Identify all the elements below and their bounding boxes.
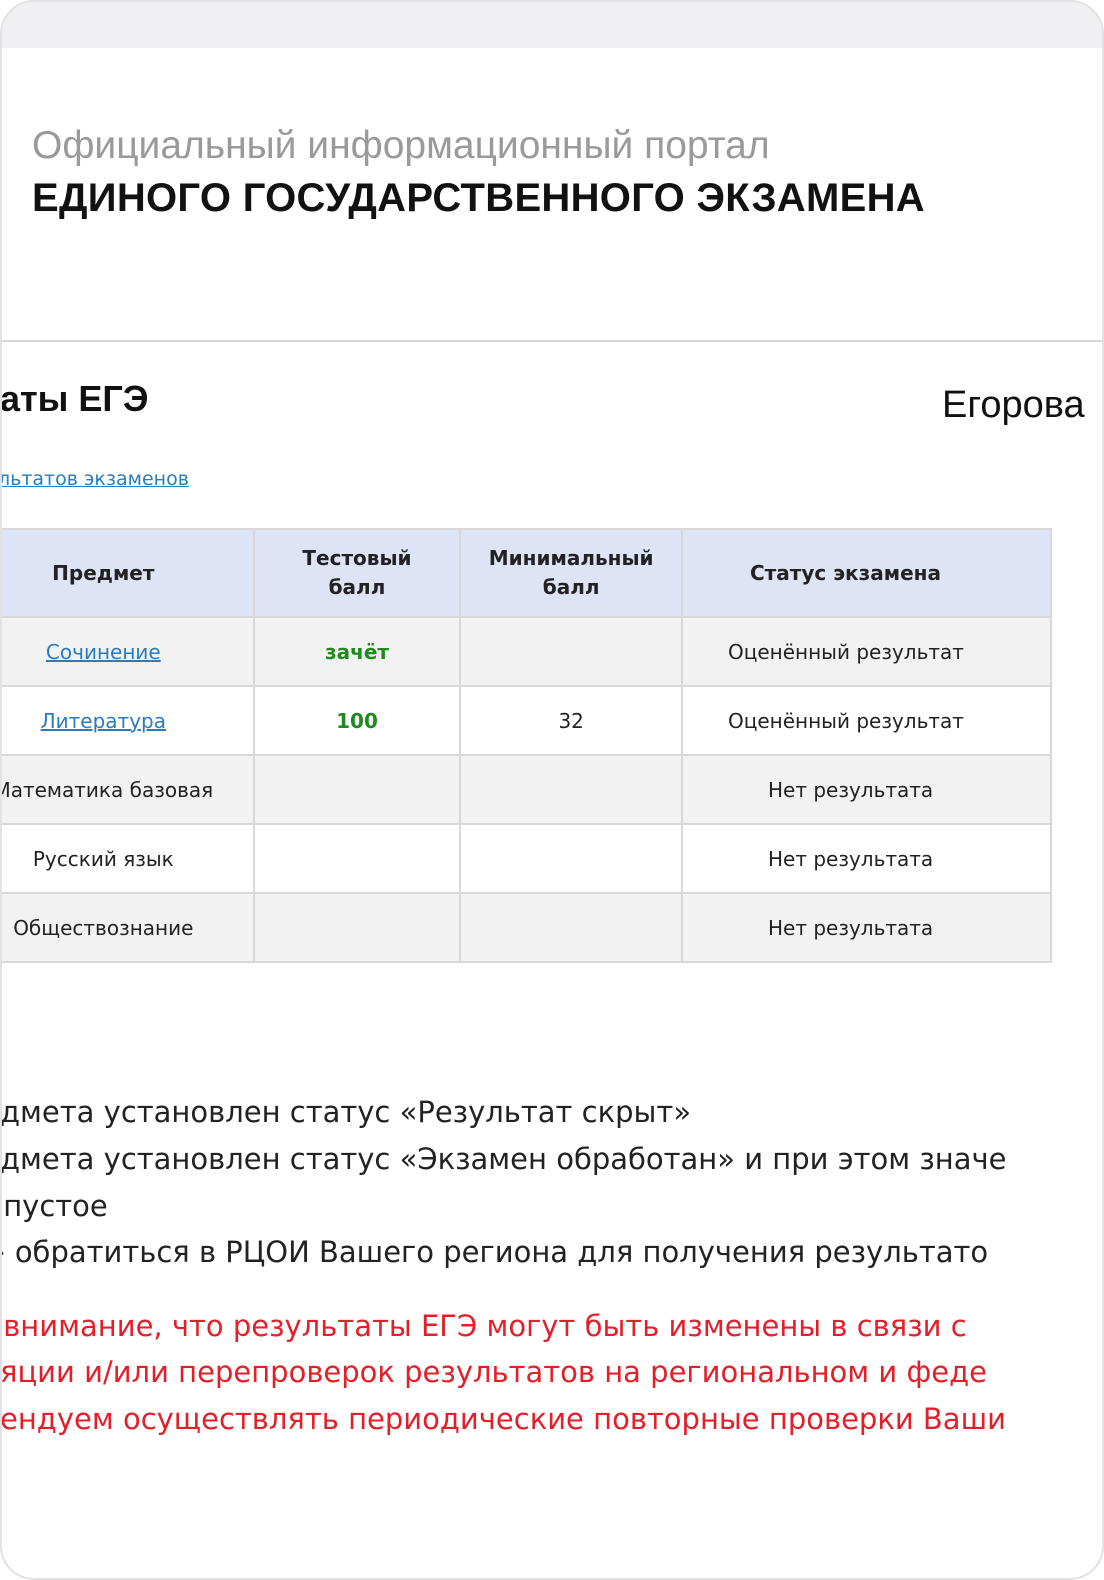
header-test-score: Тестовый балл bbox=[252, 528, 462, 618]
results-table: Предмет Тестовый балл Минимальный балл С… bbox=[2, 528, 1053, 963]
test-score: 100 bbox=[252, 685, 462, 756]
test-score: зачёт bbox=[252, 616, 462, 687]
warning-line: яции и/или перепроверок результатов на р… bbox=[0, 1355, 987, 1389]
warning-line: ендуем осуществлять периодические повтор… bbox=[0, 1402, 1006, 1436]
warning-line: внимание, что результаты ЕГЭ могут быть … bbox=[0, 1309, 967, 1343]
table-row: Обществознание Нет результата bbox=[2, 892, 1053, 963]
header-min-score: Минимальный балл bbox=[459, 528, 683, 618]
note-line: › обратиться в РЦОИ Вашего региона для п… bbox=[0, 1235, 989, 1269]
browser-top-bar bbox=[2, 2, 1102, 48]
note-line: пустое bbox=[0, 1189, 108, 1223]
exam-status: Оценённый результат bbox=[680, 616, 1053, 687]
subject-name: Русский язык bbox=[2, 823, 255, 894]
header-divider bbox=[2, 340, 1102, 342]
table-row: Русский язык Нет результата bbox=[2, 823, 1053, 894]
table-row: Литература 100 32 Оценённый результат bbox=[2, 685, 1053, 756]
min-score bbox=[459, 616, 683, 687]
subject-name: Математика базовая bbox=[2, 754, 255, 825]
page-title: аты ЕГЭ bbox=[0, 378, 149, 419]
portal-title: ЕДИНОГО ГОСУДАРСТВЕННОГО ЭКЗАМЕНА bbox=[32, 176, 925, 220]
subject-link[interactable]: Сочинение bbox=[45, 639, 161, 664]
exam-status: Оценённый результат bbox=[680, 685, 1053, 756]
header-subject: Предмет bbox=[2, 528, 255, 618]
min-score bbox=[459, 754, 683, 825]
table-row: Математика базовая Нет результата bbox=[2, 754, 1053, 825]
exam-status: Нет результата bbox=[680, 754, 1053, 825]
test-score bbox=[252, 892, 462, 963]
header-status: Статус экзамена bbox=[680, 528, 1053, 618]
note-line: дмета установлен статус «Экзамен обработ… bbox=[0, 1142, 1007, 1176]
subject-link[interactable]: Литература bbox=[40, 708, 166, 733]
table-header-row: Предмет Тестовый балл Минимальный балл С… bbox=[2, 528, 1053, 618]
min-score bbox=[459, 892, 683, 963]
portal-subtitle: Официальный информационный портал bbox=[32, 124, 770, 167]
test-score bbox=[252, 754, 462, 825]
test-score bbox=[252, 823, 462, 894]
min-score: 32 bbox=[459, 685, 683, 756]
note-line: дмета установлен статус «Результат скрыт… bbox=[0, 1095, 692, 1129]
exam-results-link[interactable]: льтатов экзаменов bbox=[0, 468, 189, 490]
user-name: Егорова bbox=[942, 384, 1085, 426]
table-row: Сочинение зачёт Оценённый результат bbox=[2, 616, 1053, 687]
min-score bbox=[459, 823, 683, 894]
subject-name: Обществознание bbox=[2, 892, 255, 963]
exam-status: Нет результата bbox=[680, 892, 1053, 963]
exam-status: Нет результата bbox=[680, 823, 1053, 894]
